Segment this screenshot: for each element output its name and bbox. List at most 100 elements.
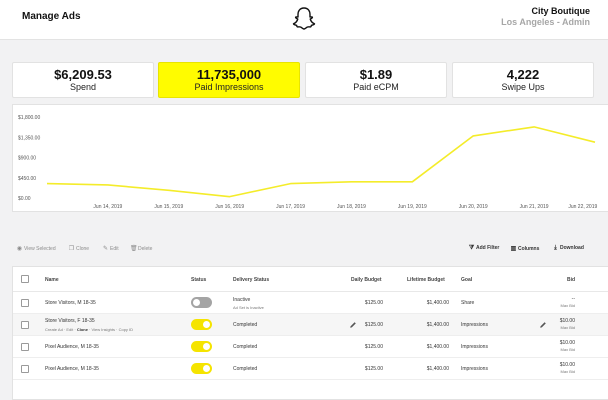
add-filter-label: Add Filter: [476, 245, 500, 251]
col-goal[interactable]: Goal: [461, 277, 473, 283]
goal: Impressions: [461, 322, 488, 328]
x-tick-label: Jun 14, 2019: [93, 204, 122, 210]
y-tick-label: $450.00: [18, 176, 36, 182]
line-chart[interactable]: $0.00 $450.00 $900.00 $1,350.00 $1,800.00 Jun…: [13, 105, 608, 213]
status-toggle[interactable]: [191, 363, 212, 374]
delivery-status: Completed: [233, 344, 258, 350]
row-actions: Create Ad · Edit · Clone · View Insights…: [45, 327, 134, 332]
performance-chart: $0.00 $450.00 $900.00 $1,350.00 $1,800.00 Jun…: [12, 104, 608, 212]
snapchat-ghost-icon[interactable]: [292, 6, 316, 32]
bid-value: $10.00: [559, 362, 575, 368]
table-row[interactable]: Store Visitors, F 18-35 Create Ad · Edit…: [13, 314, 608, 336]
kpi-paid-impressions[interactable]: 11,735,000 Paid Impressions: [158, 62, 300, 98]
delivery-status: Inactive Ad Set is Inactive: [233, 297, 264, 310]
table-row[interactable]: Pixel Audience, M 18-35 Completed $125.0…: [13, 358, 608, 380]
create-ad-link[interactable]: Create Ad: [45, 327, 63, 332]
col-name[interactable]: Name: [45, 277, 59, 283]
table-row[interactable]: Pixel Audience, M 18-35 Completed $125.0…: [13, 336, 608, 358]
data-point[interactable]: [45, 181, 50, 186]
clone-button[interactable]: ❐ Clone: [68, 245, 89, 252]
columns-button[interactable]: ▥ Columns: [510, 245, 540, 252]
account-name: City Boutique: [531, 6, 591, 16]
col-daily-budget[interactable]: Daily Budget: [351, 277, 382, 283]
edit-bid-pencil-icon[interactable]: [539, 321, 547, 329]
series-line[interactable]: [46, 126, 596, 198]
page-title: Manage Ads: [22, 11, 81, 22]
filter-icon: ⧩: [468, 245, 475, 251]
goal: Impressions: [461, 366, 488, 372]
bid-type: Max Bid: [560, 325, 575, 330]
edit-budget-pencil-icon[interactable]: [349, 321, 357, 329]
ad-set-name[interactable]: Store Visitors, M 18-35: [45, 300, 96, 306]
add-filter-button[interactable]: ⧩ Add Filter: [468, 245, 500, 252]
kpi-paid-ecpm[interactable]: $1.89 Paid eCPM: [305, 62, 447, 98]
kpi-swipe-ups[interactable]: 4,222 Swipe Ups: [452, 62, 594, 98]
goal: Impressions: [461, 344, 488, 350]
daily-budget: $125.00: [364, 322, 383, 328]
columns-icon: ▥: [510, 246, 517, 252]
kpi-spend[interactable]: $6,209.53 Spend: [12, 62, 154, 98]
ad-set-name[interactable]: Pixel Audience, M 18-35: [45, 366, 99, 372]
row-checkbox[interactable]: [21, 299, 29, 307]
row-checkbox[interactable]: [21, 321, 29, 329]
view-selected-label: View Selected: [24, 246, 56, 252]
table-header: Name Status Delivery Status Daily Budget…: [13, 267, 608, 292]
delivery-status: Completed: [233, 366, 258, 372]
daily-budget: $125.00: [364, 300, 383, 306]
row-checkbox[interactable]: [21, 365, 29, 373]
col-lifetime-budget[interactable]: Lifetime Budget: [407, 277, 445, 283]
select-all-checkbox[interactable]: [21, 275, 29, 283]
ad-sets-table: Name Status Delivery Status Daily Budget…: [12, 266, 608, 400]
kpi-label: Spend: [69, 82, 97, 92]
data-point[interactable]: [593, 140, 598, 145]
edit-label: Edit: [110, 246, 119, 252]
data-point[interactable]: [532, 124, 537, 129]
data-point[interactable]: [471, 133, 476, 138]
col-bid[interactable]: Bid: [567, 277, 576, 283]
data-point[interactable]: [410, 179, 415, 184]
ad-set-name[interactable]: Store Visitors, F 18-35: [45, 318, 95, 324]
trash-icon: 🗑: [130, 246, 138, 252]
daily-budget: $125.00: [364, 366, 383, 372]
account-switcher[interactable]: City Boutique Los Angeles - Admin: [501, 6, 590, 28]
x-tick-label: Jun 18, 2019: [337, 204, 366, 210]
data-point[interactable]: [349, 179, 354, 184]
bid-type: Max Bid: [560, 303, 575, 308]
data-point[interactable]: [288, 181, 293, 186]
data-point[interactable]: [166, 188, 171, 193]
table-toolbar: ◉ View Selected ❐ Clone ✎ Edit 🗑Delete ⧩ Add…: [12, 240, 608, 258]
kpi-label: Paid Impressions: [194, 82, 264, 92]
kpi-value: 11,735,000: [196, 67, 262, 82]
ad-set-name[interactable]: Pixel Audience, M 18-35: [45, 344, 99, 350]
bid-type: Max Bid: [560, 347, 575, 352]
data-point[interactable]: [227, 194, 232, 199]
view-selected-button[interactable]: ◉ View Selected: [16, 245, 56, 252]
clone-link[interactable]: Clone: [76, 327, 88, 332]
edit-button[interactable]: ✎ Edit: [102, 245, 119, 252]
col-delivery-status[interactable]: Delivery Status: [233, 277, 270, 283]
delivery-status-detail: Ad Set is Inactive: [233, 305, 264, 310]
download-button[interactable]: ⤓ Download: [552, 245, 584, 252]
data-point[interactable]: [105, 182, 110, 187]
table-row[interactable]: Store Visitors, M 18-35 Inactive Ad Set i…: [13, 292, 608, 314]
status-toggle[interactable]: [191, 341, 212, 352]
x-tick-label: Jun 16, 2019: [215, 204, 244, 210]
bid: $10.00 Max Bid: [547, 340, 575, 352]
view-insights-link[interactable]: View Insights: [91, 327, 116, 332]
row-checkbox[interactable]: [21, 343, 29, 351]
delivery-status-text: Inactive: [233, 297, 251, 303]
status-toggle[interactable]: [191, 297, 212, 308]
x-tick-label: Jun 15, 2019: [154, 204, 183, 210]
bid-value: $10.00: [559, 318, 575, 324]
delivery-status: Completed: [233, 322, 258, 328]
x-tick-label: Jun 22, 2019: [568, 204, 597, 210]
copy-id-link[interactable]: Copy ID: [118, 327, 134, 332]
col-status[interactable]: Status: [191, 277, 207, 283]
lifetime-budget: $1,400.00: [426, 322, 449, 328]
y-tick-label: $900.00: [18, 156, 36, 162]
status-toggle[interactable]: [191, 319, 212, 330]
clone-icon: ❐: [68, 246, 75, 252]
bid-value: $10.00: [559, 340, 575, 346]
edit-link[interactable]: Edit: [66, 327, 74, 332]
delete-button[interactable]: 🗑Delete: [130, 245, 152, 252]
